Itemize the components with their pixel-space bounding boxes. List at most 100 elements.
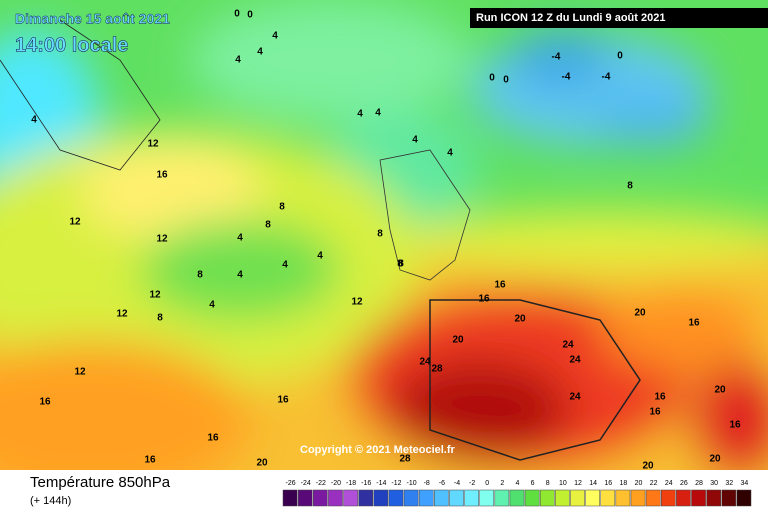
contour-label: 12 xyxy=(69,217,81,228)
contour-label: 8 xyxy=(197,270,203,281)
contour-label: 4 xyxy=(282,260,288,271)
legend-swatch xyxy=(645,489,661,507)
run-box xyxy=(470,8,768,28)
contour-label: 24 xyxy=(562,340,574,351)
legend-tick-label: 24 xyxy=(665,480,673,487)
contour-label: 20 xyxy=(642,461,654,472)
legend-tick-label: -12 xyxy=(391,480,401,487)
legend-swatch xyxy=(524,489,540,507)
contour-label: 16 xyxy=(277,395,289,406)
legend-tick-label: -20 xyxy=(331,480,341,487)
contour-label: 0 xyxy=(234,9,240,20)
legend-tick-label: 8 xyxy=(546,480,550,487)
legend-swatch xyxy=(297,489,313,507)
contour-label: 16 xyxy=(156,170,168,181)
contour-label: 0 xyxy=(247,10,253,21)
contour-label: 24 xyxy=(569,355,581,366)
legend-swatch xyxy=(706,489,721,507)
contour-label: 0 xyxy=(489,73,495,84)
contour-label: 8 xyxy=(265,220,271,231)
legend-swatch xyxy=(615,489,631,507)
contour-label: 4 xyxy=(237,233,243,244)
contour-label: 8 xyxy=(279,202,285,213)
legend-tick-label: -8 xyxy=(424,480,430,487)
contour-label: 16 xyxy=(494,280,506,291)
legend-tick-label: -18 xyxy=(346,480,356,487)
legend-swatch xyxy=(343,489,358,507)
contour-label: -4 xyxy=(562,72,571,83)
footer-title: Température 850hPa xyxy=(30,474,171,491)
contour-label: 4 xyxy=(209,300,215,311)
contour-label: -4 xyxy=(602,72,611,83)
legend-swatch xyxy=(585,489,600,507)
legend-tick-label: -14 xyxy=(376,480,386,487)
legend-tick-label: 32 xyxy=(725,480,733,487)
legend-swatch xyxy=(660,489,676,507)
legend-swatch xyxy=(630,489,646,507)
legend-swatch xyxy=(509,489,525,507)
contour-label: 16 xyxy=(39,397,51,408)
contour-label: 20 xyxy=(256,458,268,469)
contour-label: 20 xyxy=(452,335,464,346)
legend-tick-label: 2 xyxy=(500,480,504,487)
color-legend: -26 -24 -22 -20 -18 -16 -14 -12 -10 -8 -6 -4 -2 0 2 4 6 8… xyxy=(282,480,752,507)
legend-swatch xyxy=(691,489,706,507)
contour-label: 12 xyxy=(351,297,363,308)
contour-label: 20 xyxy=(634,308,646,319)
legend-swatch xyxy=(676,489,691,507)
contour-label: 12 xyxy=(147,139,159,150)
legend-tick-label: 26 xyxy=(680,480,688,487)
contour-label: 28 xyxy=(399,454,411,465)
contour-label: 24 xyxy=(569,392,581,403)
legend-tick-label: -6 xyxy=(439,480,445,487)
legend-swatch xyxy=(736,489,752,507)
legend-tick-label: 28 xyxy=(695,480,703,487)
legend-swatch xyxy=(464,489,479,507)
run-label: Run ICON 12 Z du Lundi 9 août 2021 xyxy=(476,12,665,24)
contour-label: 4 xyxy=(412,135,418,146)
contour-label: 24 xyxy=(419,357,431,368)
legend-tick-label: -4 xyxy=(454,480,460,487)
legend-swatch xyxy=(418,489,434,507)
legend-swatch xyxy=(721,489,737,507)
contour-label: 8 xyxy=(627,181,633,192)
legend-tick-label: 10 xyxy=(559,480,567,487)
contour-label: 4 xyxy=(272,31,278,42)
legend-swatch xyxy=(449,489,464,507)
contour-label: 8 xyxy=(377,229,383,240)
legend-swatch xyxy=(539,489,555,507)
contour-label: 4 xyxy=(31,115,37,126)
contour-label: 16 xyxy=(729,420,741,431)
contour-label: 4 xyxy=(357,109,363,120)
legend-tick-label: 12 xyxy=(574,480,582,487)
legend-swatch xyxy=(282,489,298,507)
contour-label: 8 xyxy=(397,259,403,270)
legend-swatch xyxy=(555,489,570,507)
contour-label: 16 xyxy=(649,407,661,418)
legend-tick-label: -2 xyxy=(469,480,475,487)
contour-label: 20 xyxy=(514,314,526,325)
contour-label: 0 xyxy=(503,75,509,86)
legend-swatch xyxy=(313,489,328,507)
contour-label: 12 xyxy=(116,309,128,320)
legend-tick-label: 6 xyxy=(531,480,535,487)
contour-label: 4 xyxy=(375,108,381,119)
legend-tick-label: 16 xyxy=(604,480,612,487)
legend-tick-label: -24 xyxy=(301,480,311,487)
contour-label: 16 xyxy=(144,455,156,466)
legend-tick-label: -10 xyxy=(407,480,417,487)
legend-swatch xyxy=(403,489,419,507)
time-label: 14:00 locale xyxy=(15,34,128,56)
legend-tick-label: -16 xyxy=(361,480,371,487)
legend-tick-label: 18 xyxy=(620,480,628,487)
legend-tick-label: 0 xyxy=(485,480,489,487)
legend-swatch xyxy=(494,489,510,507)
contour-label: 4 xyxy=(317,251,323,262)
contour-label: 28 xyxy=(431,364,443,375)
contour-label: 12 xyxy=(149,290,161,301)
legend-swatch xyxy=(373,489,389,507)
contour-label: 8 xyxy=(398,259,404,270)
contour-label: 8 xyxy=(157,313,163,324)
